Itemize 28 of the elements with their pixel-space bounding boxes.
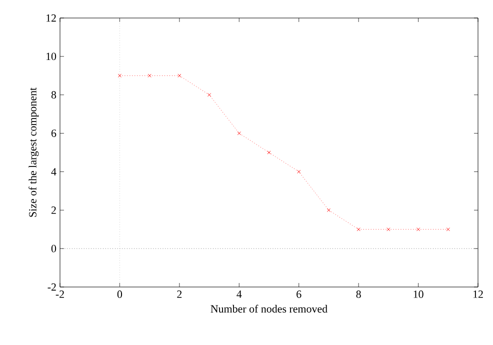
- point: [207, 93, 212, 97]
- x-tick-label: 6: [296, 290, 302, 298]
- x-axis-title: Number of nodes removed: [210, 304, 328, 313]
- x-tick-label: 12: [473, 290, 483, 298]
- point: [178, 74, 182, 78]
- y-tick-label: 12: [46, 14, 56, 22]
- y-tick-label: 6: [51, 130, 56, 137]
- point: [416, 228, 420, 232]
- point: [356, 228, 360, 232]
- point: [386, 228, 390, 232]
- point: [326, 208, 331, 212]
- y-tick-label: 4: [51, 168, 56, 176]
- x-tick-label: 10: [414, 290, 424, 298]
- point: [297, 170, 301, 174]
- y-tick-label: 10: [46, 52, 56, 60]
- x-tick-label: 8: [356, 290, 361, 298]
- x-tick-label: 0: [117, 290, 122, 298]
- x-tick-label: 2: [177, 290, 182, 298]
- x-tick-label: 4: [236, 290, 242, 298]
- point: [446, 228, 450, 232]
- y-tick-label: 2: [51, 206, 56, 214]
- y-axis-title: Size of the largest component: [28, 88, 39, 217]
- y-tick-label: -2: [48, 283, 56, 291]
- point: [237, 131, 241, 136]
- y-tick-label: 0: [51, 244, 56, 252]
- y-tick-label: 8: [51, 91, 56, 99]
- point: [118, 74, 122, 78]
- point: [148, 74, 152, 78]
